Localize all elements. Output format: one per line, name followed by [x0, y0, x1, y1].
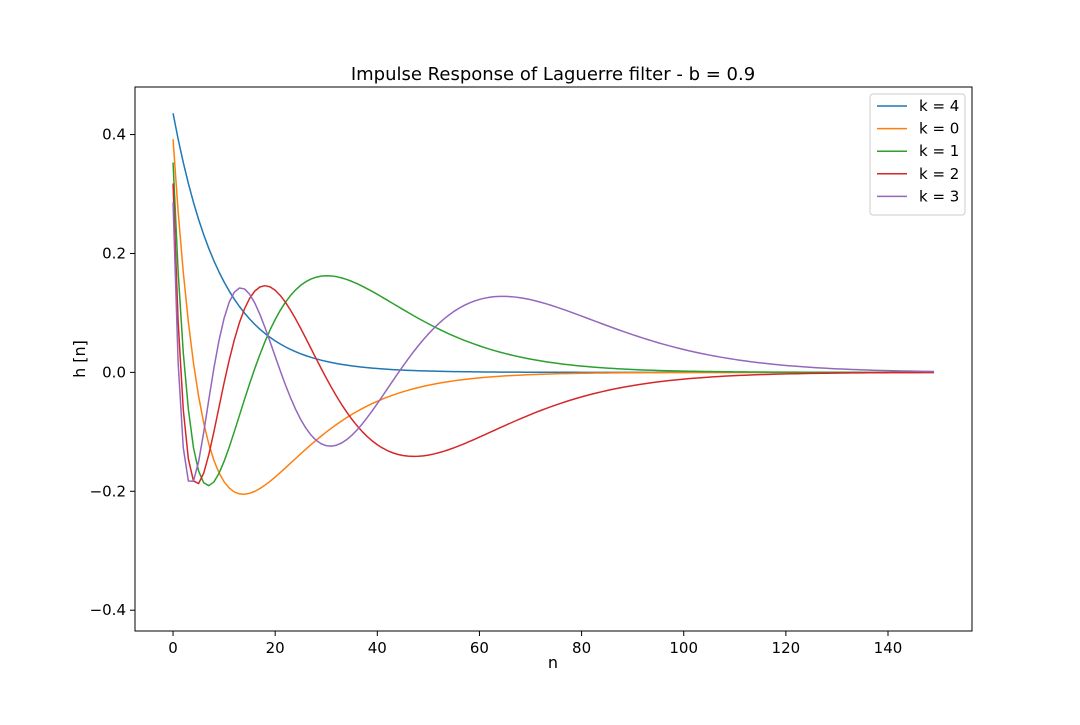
y-tick-label: 0.0: [102, 363, 126, 381]
series-line: [172, 162, 934, 487]
x-tick-label: 0: [168, 639, 178, 657]
x-axis-ticks: 0 20 40 60 80 100 120 140: [168, 631, 902, 657]
x-tick-label: 100: [669, 639, 698, 657]
plot-lines: [172, 113, 934, 495]
x-tick-label: 120: [772, 639, 801, 657]
x-tick-label: 20: [266, 639, 285, 657]
x-tick-label: 60: [470, 639, 489, 657]
series-line: [172, 139, 934, 495]
plot-frame: [134, 86, 973, 632]
y-axis-ticks: −0.4 −0.2 0.0 0.2 0.4: [90, 126, 135, 619]
x-tick-label: 140: [874, 639, 903, 657]
y-tick-label: 0.2: [102, 244, 126, 262]
legend-label: k = 1: [919, 142, 959, 160]
legend: k = 4 k = 0 k = 1 k = 2 k = 3: [869, 93, 966, 216]
x-axis-label: n: [548, 653, 558, 672]
chart-title: Impulse Response of Laguerre filter - b …: [351, 64, 755, 85]
legend-label: k = 3: [919, 187, 959, 205]
legend-label: k = 4: [919, 97, 959, 115]
series-line: [172, 113, 934, 374]
y-axis-label: h [n]: [70, 340, 89, 378]
y-tick-label: 0.4: [102, 126, 126, 144]
legend-label: k = 0: [919, 120, 959, 138]
series-line: [172, 202, 934, 482]
x-tick-label: 80: [572, 639, 591, 657]
y-tick-label: −0.4: [90, 601, 126, 619]
x-tick-label: 40: [368, 639, 387, 657]
y-tick-label: −0.2: [90, 482, 126, 500]
legend-label: k = 2: [919, 165, 959, 183]
series-line: [172, 183, 934, 485]
legend-box: [869, 93, 966, 216]
